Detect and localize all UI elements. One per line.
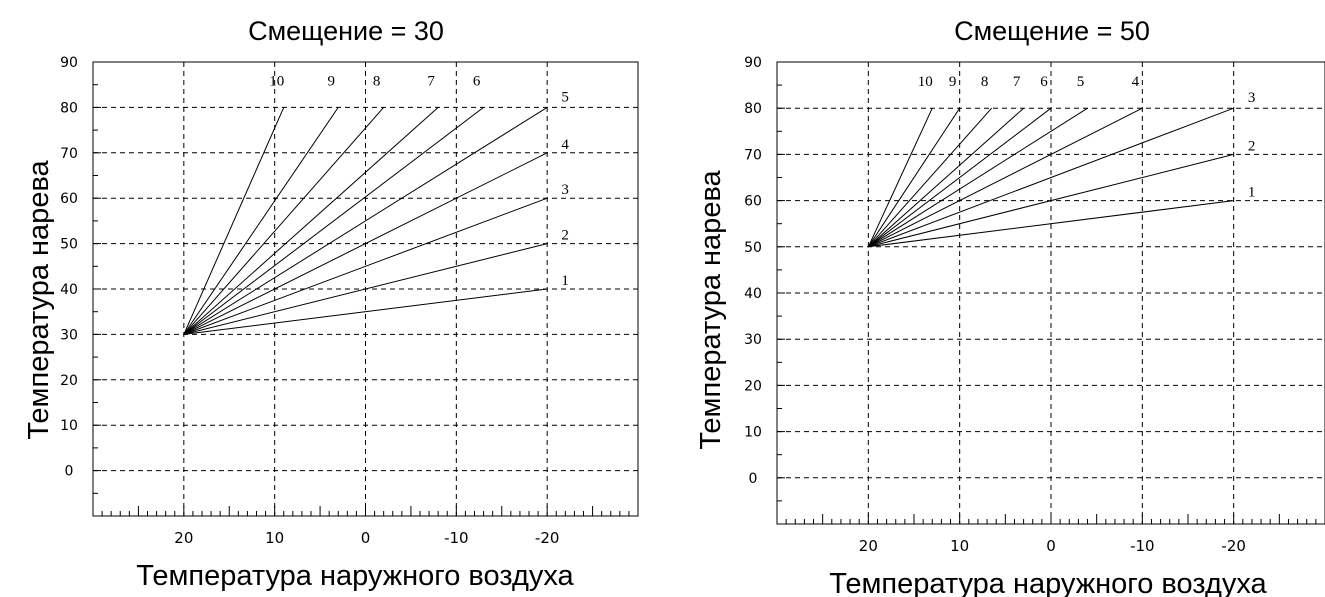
y-axis-title: Температура нарева	[695, 169, 727, 449]
curve-label-3: 3	[561, 182, 569, 198]
y-tick-label: 30	[744, 332, 762, 348]
x-tick-label: -20	[535, 529, 560, 547]
heating-curve-2	[183, 243, 548, 335]
curve-label-7: 7	[427, 73, 435, 89]
heating-curve-8	[183, 107, 385, 335]
y-tick-label: 30	[60, 327, 78, 343]
y-tick-label: 70	[60, 146, 78, 162]
chart-offset-50: Смещение = 50 0 10 20 30 40 50 60 70 80 90 20 10 0 -10…	[695, 16, 1325, 597]
heating-curve-10	[183, 107, 285, 335]
y-tick-label: 70	[744, 147, 762, 163]
curve-label-6: 6	[1040, 74, 1048, 90]
chart-offset-30: Смещение = 30 0 10 20 30 40 50 60 70 80 90 20 10 0 -10…	[23, 16, 639, 592]
heating-curve-4	[183, 152, 548, 335]
curve-label-6: 6	[473, 73, 481, 89]
heating-curve-6	[183, 107, 484, 335]
curve-label-3: 3	[1248, 90, 1256, 106]
x-tick-label: -10	[1130, 537, 1155, 555]
y-tick-label: 0	[749, 471, 758, 487]
heating-curve-5	[183, 106, 548, 335]
curve-label-2: 2	[1248, 138, 1256, 154]
x-tick-label: 0	[361, 529, 371, 547]
curve-label-4: 4	[1132, 74, 1140, 90]
y-tick-label: 10	[60, 418, 78, 434]
curve-label-9: 9	[949, 74, 957, 90]
y-tick-label: 20	[744, 378, 762, 394]
x-tick-label: -10	[444, 529, 469, 547]
x-tick-label: -20	[1221, 537, 1246, 555]
x-tick-label: 0	[1046, 537, 1056, 555]
chart-title: Смещение = 50	[954, 16, 1150, 46]
heating-curve-9	[183, 107, 339, 335]
x-tick-label: 20	[859, 537, 878, 555]
heating-curve-4	[868, 107, 1143, 248]
heating-curve-7	[868, 107, 1024, 248]
heating-curve-8	[867, 107, 993, 248]
curve-label-10: 10	[269, 73, 284, 89]
x-axis-title: Температура наружного воздуха	[829, 568, 1267, 597]
y-tick-label: 90	[60, 55, 78, 71]
y-tick-label: 0	[65, 464, 74, 480]
heating-curve-1	[183, 288, 548, 335]
y-tick-label: 40	[744, 286, 762, 302]
y-tick-label: 60	[744, 194, 762, 210]
heating-curve-7	[183, 107, 439, 335]
y-tick-label: 90	[744, 55, 762, 71]
heating-curve-5	[868, 107, 1088, 248]
curve-label-8: 8	[981, 74, 989, 90]
x-tick-label: 20	[174, 529, 193, 547]
x-tick-label: 10	[265, 529, 284, 547]
heating-curve-1	[868, 200, 1234, 248]
y-tick-label: 50	[744, 240, 762, 256]
chart-title: Смещение = 30	[248, 16, 444, 46]
curve-label-8: 8	[373, 73, 381, 89]
curve-label-7: 7	[1013, 74, 1021, 90]
y-tick-label: 10	[744, 425, 762, 441]
x-axis-title: Температура наружного воздуха	[136, 560, 574, 592]
y-tick-label: 40	[60, 282, 78, 298]
curve-label-5: 5	[561, 89, 569, 105]
y-tick-label: 80	[60, 100, 78, 116]
y-tick-label: 20	[60, 373, 78, 389]
heating-curve-9	[867, 107, 961, 248]
curve-label-1: 1	[561, 273, 569, 289]
y-tick-label: 50	[60, 237, 78, 253]
curve-label-2: 2	[561, 228, 569, 244]
y-axis-title: Температура нарева	[23, 159, 55, 439]
x-tick-label: 10	[950, 537, 969, 555]
heating-curve-6	[868, 107, 1052, 248]
curve-label-10: 10	[918, 74, 933, 90]
curve-label-1: 1	[1248, 185, 1256, 201]
curve-label-9: 9	[328, 73, 336, 89]
y-tick-label: 80	[744, 101, 762, 117]
y-tick-label: 60	[60, 191, 78, 207]
heating-curve-3	[868, 107, 1234, 248]
heating-curve-3	[183, 197, 548, 335]
curve-label-5: 5	[1077, 74, 1085, 90]
heating-curve-2	[868, 153, 1234, 248]
curve-label-4: 4	[561, 137, 569, 153]
heating-curve-10	[867, 107, 933, 248]
